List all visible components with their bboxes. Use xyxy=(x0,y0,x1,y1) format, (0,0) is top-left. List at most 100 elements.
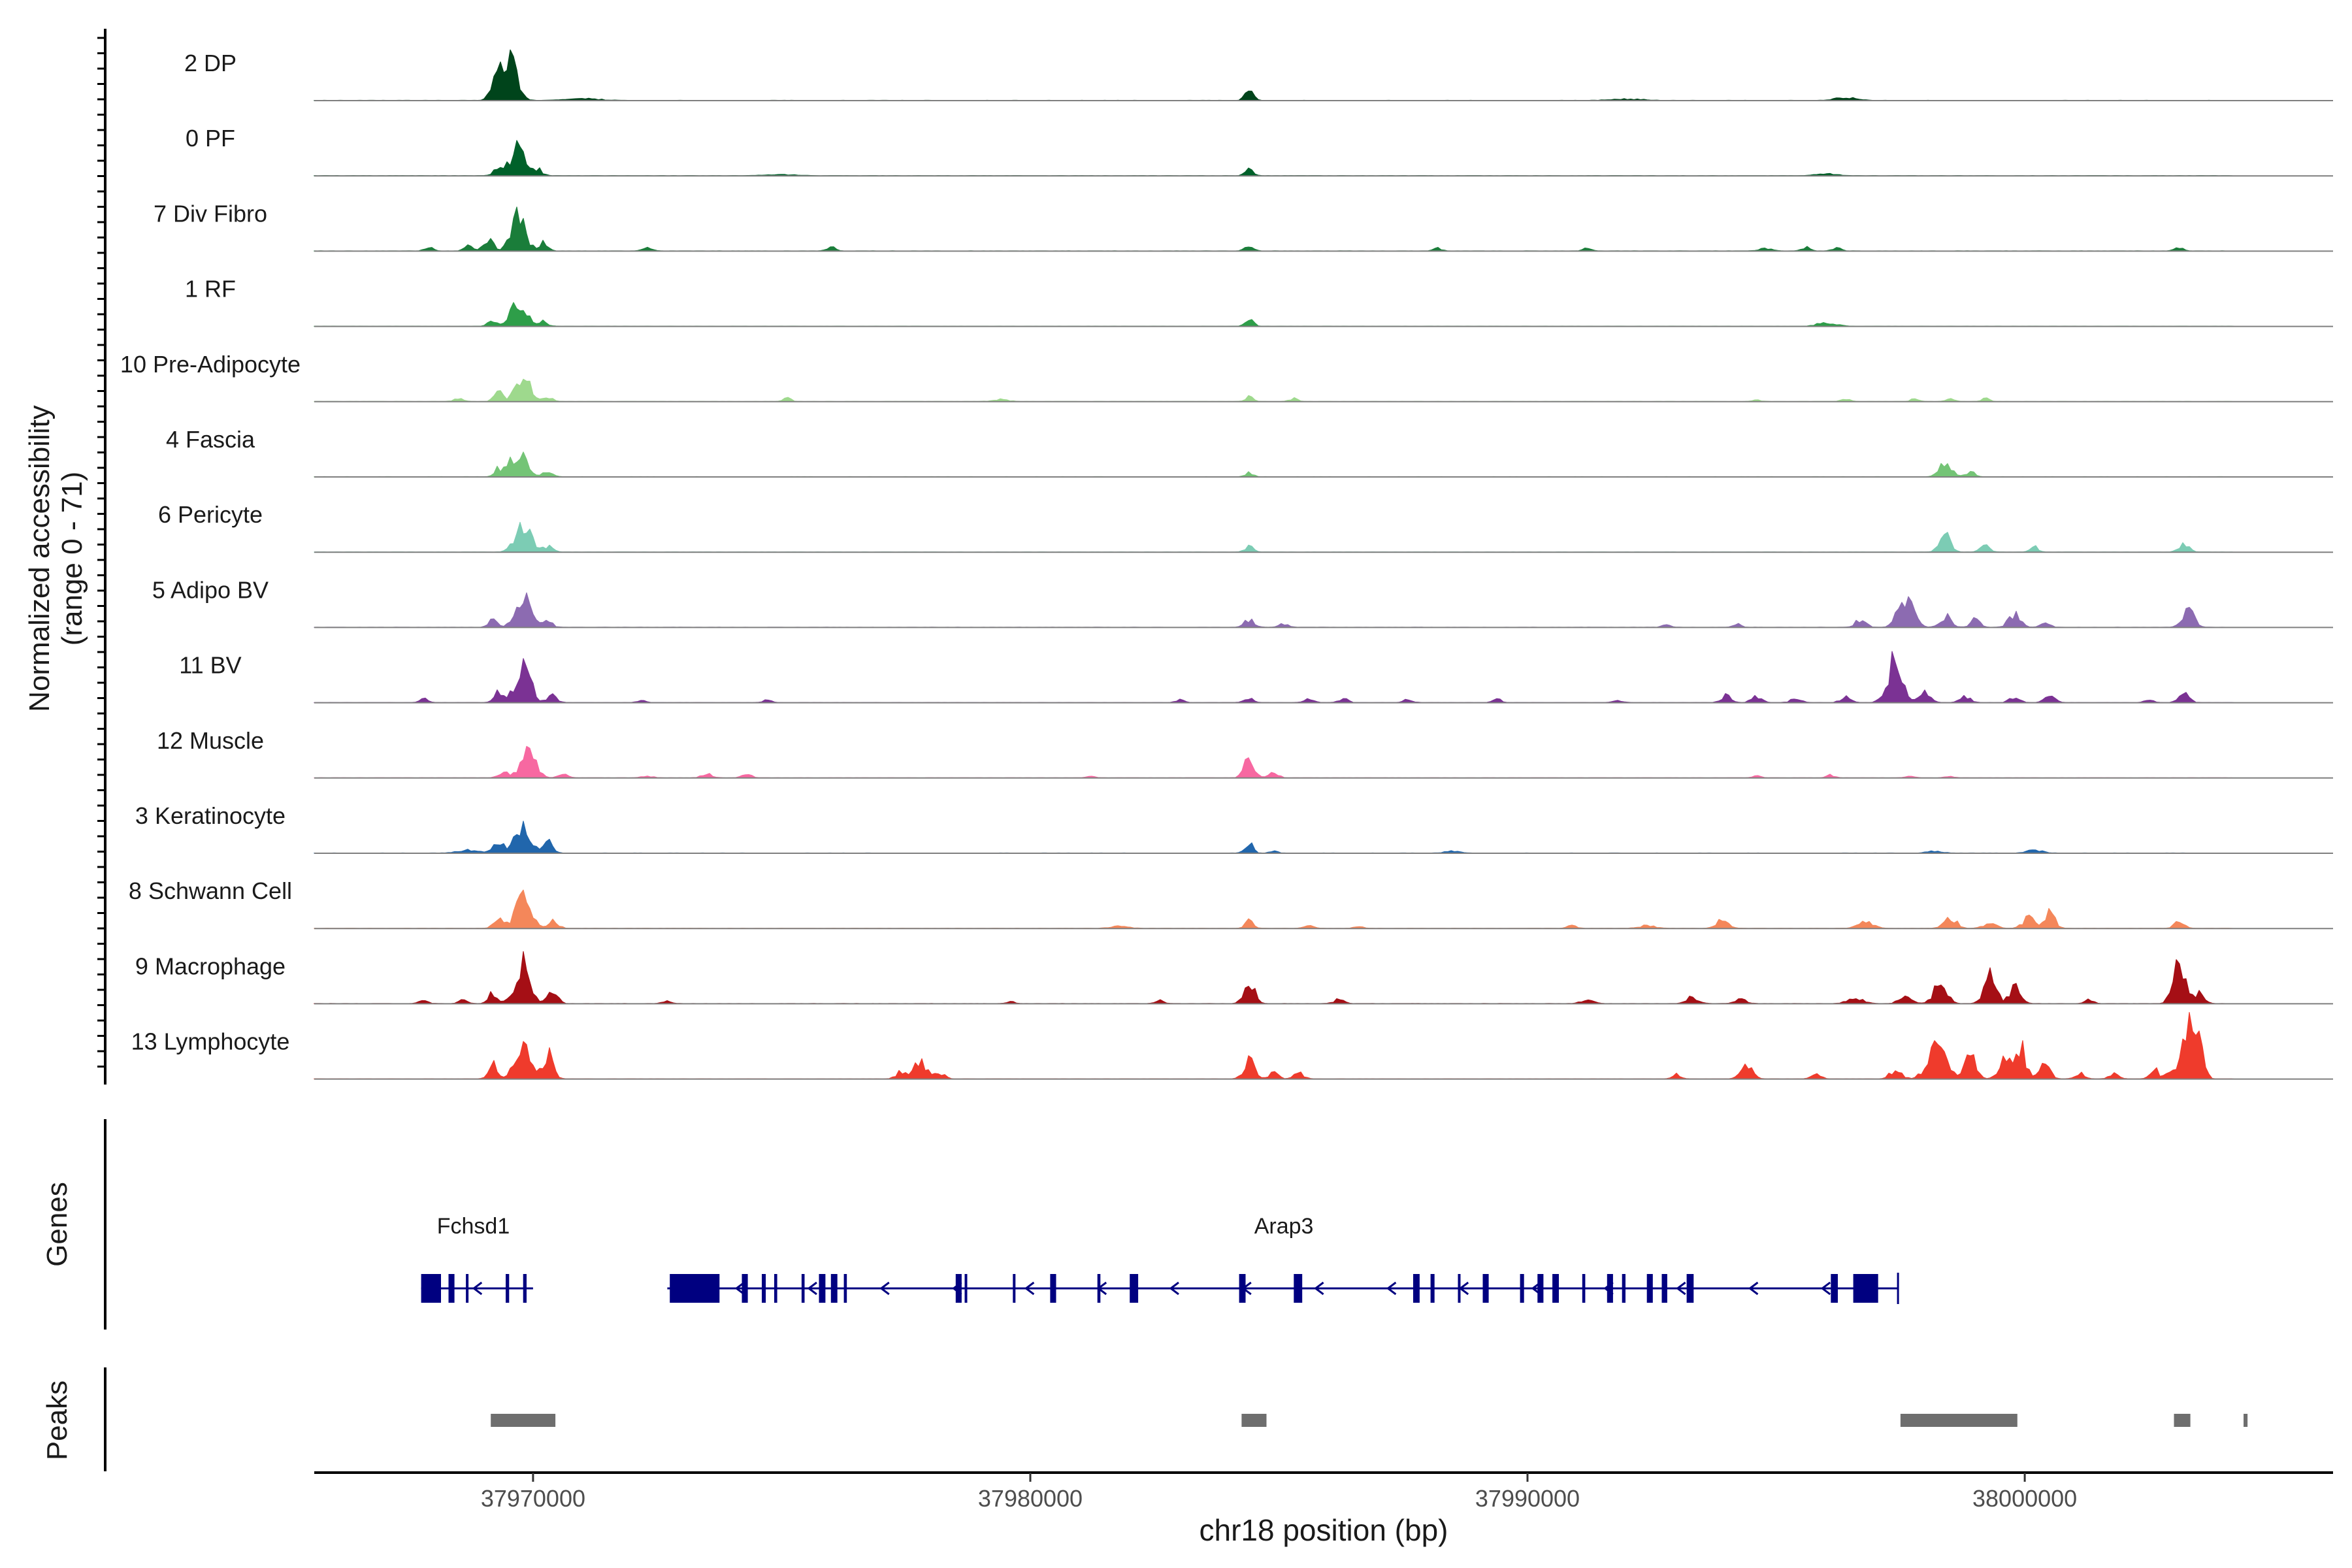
exon xyxy=(843,1274,847,1303)
coverage-area xyxy=(314,302,2235,327)
exon xyxy=(1661,1274,1667,1303)
exon xyxy=(1413,1274,1420,1303)
exon xyxy=(1482,1274,1489,1303)
coverage-area xyxy=(314,451,2235,478)
x-axis: 37970000 37980000 37990000 38000000 xyxy=(481,1473,2077,1512)
exon xyxy=(506,1274,510,1303)
x-axis-title: chr18 position (bp) xyxy=(1200,1513,1448,1547)
exon xyxy=(1607,1274,1613,1303)
exon xyxy=(1582,1274,1586,1303)
track-label: 1 RF xyxy=(185,276,236,302)
track-label: 2 DP xyxy=(184,50,237,76)
strand-chevron xyxy=(807,1281,817,1296)
track-0: 2 DP xyxy=(184,49,2333,101)
coverage-area xyxy=(314,378,2235,402)
track-label: 7 Div Fibro xyxy=(154,200,267,227)
exon xyxy=(1537,1274,1544,1303)
track-label: 9 Macrophage xyxy=(135,953,286,979)
exon xyxy=(955,1274,962,1303)
exon xyxy=(774,1274,777,1303)
exon xyxy=(1853,1274,1878,1303)
exon xyxy=(1552,1274,1559,1303)
exon xyxy=(523,1274,527,1303)
peak-regions xyxy=(491,1414,2248,1427)
x-tick-label: 38000000 xyxy=(1972,1485,2077,1512)
strand-chevron xyxy=(734,1281,745,1296)
exon xyxy=(1097,1274,1101,1303)
exon xyxy=(1294,1274,1303,1303)
coverage-area xyxy=(314,521,2235,553)
track-label: 3 Keratinocyte xyxy=(135,802,286,829)
coverage-area xyxy=(314,206,2235,252)
exon xyxy=(964,1274,968,1303)
exon xyxy=(1458,1274,1461,1303)
exon xyxy=(1013,1274,1016,1303)
strand-chevron xyxy=(879,1281,890,1296)
strand-chevron xyxy=(472,1281,483,1296)
gene-annotation: Fchsd1 Arap3 xyxy=(421,1214,1899,1304)
track-1: 0 PF xyxy=(186,125,2333,177)
exon xyxy=(1130,1274,1139,1303)
peak-region xyxy=(491,1414,556,1427)
track-2: 7 Div Fibro xyxy=(154,200,2333,252)
track-13: 13 Lymphocyte xyxy=(131,1012,2333,1080)
coverage-area xyxy=(314,592,2235,628)
y-axis-title: Normalized accessibility xyxy=(24,405,56,711)
coverage-area xyxy=(314,745,2235,779)
track-12: 9 Macrophage xyxy=(135,951,2333,1005)
exon xyxy=(1430,1274,1435,1303)
exon xyxy=(1050,1274,1056,1303)
exon xyxy=(742,1274,748,1303)
coverage-area xyxy=(314,651,2235,704)
strand-chevron xyxy=(1676,1281,1686,1296)
track-5: 4 Fascia xyxy=(166,426,2333,478)
strand-chevron xyxy=(1169,1281,1179,1296)
exon xyxy=(1622,1274,1625,1303)
track-label: 10 Pre-Adipocyte xyxy=(120,351,301,378)
exon xyxy=(466,1274,469,1303)
gene-label: Arap3 xyxy=(1254,1214,1314,1239)
track-label: 4 Fascia xyxy=(166,426,255,453)
exon xyxy=(1239,1274,1246,1303)
track-label: 5 Adipo BV xyxy=(152,576,269,603)
strand-chevron xyxy=(1314,1281,1324,1296)
track-label: 6 Pericyte xyxy=(158,501,263,528)
coverage-area xyxy=(314,821,2235,854)
track-label: 12 Muscle xyxy=(157,727,264,754)
track-9: 12 Muscle xyxy=(157,727,2333,779)
track-3: 1 RF xyxy=(185,276,2333,327)
exon xyxy=(1520,1274,1524,1303)
gene-label: Fchsd1 xyxy=(437,1214,510,1239)
x-tick-label: 37980000 xyxy=(978,1485,1083,1512)
exon xyxy=(1686,1274,1694,1303)
peak-region xyxy=(2174,1414,2191,1427)
coverage-area xyxy=(314,140,2235,176)
track-8: 11 BV xyxy=(179,651,2333,704)
track-4: 10 Pre-Adipocyte xyxy=(120,351,2333,402)
track-label: 13 Lymphocyte xyxy=(131,1028,290,1055)
exon xyxy=(819,1274,826,1303)
gene-fchsd1: Fchsd1 xyxy=(421,1214,533,1303)
x-tick-label: 37970000 xyxy=(481,1485,585,1512)
y-axis-range: (range 0 - 71) xyxy=(56,472,88,646)
track-label: 11 BV xyxy=(179,652,241,679)
x-tick-label: 37990000 xyxy=(1475,1485,1580,1512)
exon xyxy=(762,1274,766,1303)
strand-chevron xyxy=(1024,1281,1035,1296)
exon xyxy=(801,1274,805,1303)
peak-region xyxy=(1900,1414,2017,1427)
y-axis-label: Normalized accessibility (range 0 - 71) xyxy=(24,405,88,711)
accessibility-tracks: 2 DP 0 PF 7 Div Fibro 1 RF 10 Pre-Adipocyte 4… xyxy=(120,49,2333,1080)
coverage-area xyxy=(314,49,2235,101)
coverage-area xyxy=(314,1012,2235,1080)
exon xyxy=(421,1274,441,1303)
exon xyxy=(1646,1274,1653,1303)
coverage-area xyxy=(314,951,2235,1004)
gene-arap3: Arap3 xyxy=(667,1214,1899,1304)
track-label: 0 PF xyxy=(186,125,235,152)
strand-chevron xyxy=(1748,1281,1759,1296)
coverage-area xyxy=(314,889,2235,929)
peaks-panel-label: Peaks xyxy=(41,1380,73,1460)
strand-chevron xyxy=(1386,1281,1397,1296)
